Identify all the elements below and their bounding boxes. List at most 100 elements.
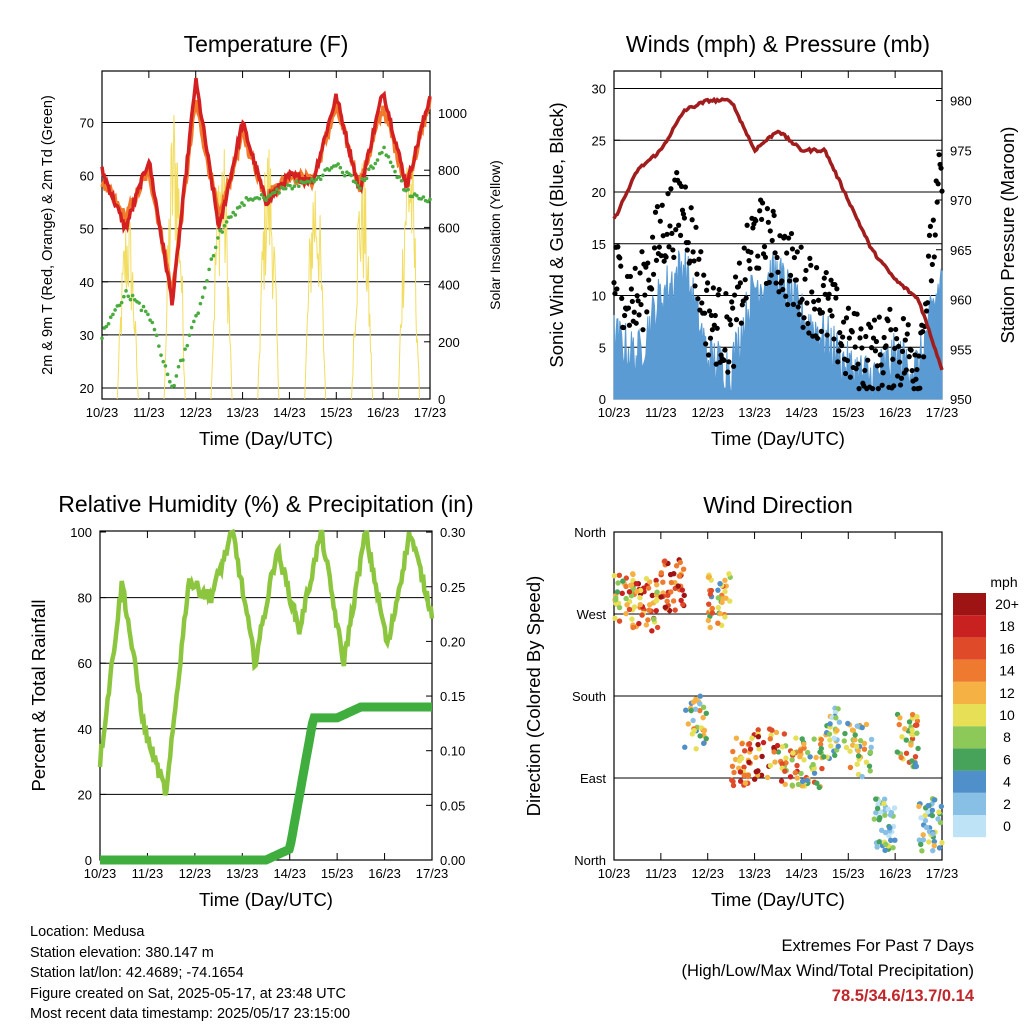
gust-point xyxy=(879,382,885,388)
gust-point xyxy=(759,216,765,223)
direction-point xyxy=(730,748,736,755)
gust-point xyxy=(788,230,795,237)
direction-point xyxy=(821,754,827,760)
direction-point xyxy=(847,764,854,771)
direction-point xyxy=(916,803,922,810)
y-tick-label-right: 0 xyxy=(438,392,445,407)
dewpoint-point xyxy=(231,210,235,215)
direction-point xyxy=(623,583,629,590)
x-tick-label: 15/23 xyxy=(320,405,353,420)
gust-point xyxy=(844,357,851,364)
direction-point xyxy=(626,606,633,613)
direction-point xyxy=(903,750,910,756)
dewpoint-point xyxy=(237,205,242,209)
dewpoint-point xyxy=(150,320,155,325)
direction-point xyxy=(692,706,699,712)
dewpoint-point xyxy=(310,177,314,181)
dewpoint-point xyxy=(181,358,185,362)
direction-point xyxy=(726,571,732,577)
gust-point xyxy=(668,186,674,192)
gust-point xyxy=(846,335,852,341)
gust-point xyxy=(820,282,826,289)
gust-point xyxy=(859,345,865,351)
direction-point xyxy=(658,570,665,576)
direction-point xyxy=(771,749,777,755)
x-tick-label: 17/23 xyxy=(414,405,447,420)
gust-point xyxy=(709,327,716,333)
direction-point xyxy=(630,624,636,631)
gust-point xyxy=(658,253,664,259)
gust-point xyxy=(892,345,898,352)
direction-point xyxy=(646,602,653,608)
gust-point xyxy=(896,359,903,365)
dewpoint-point xyxy=(111,312,115,317)
direction-point xyxy=(836,719,843,725)
x-tick-label: 17/23 xyxy=(416,866,449,881)
gust-point xyxy=(795,304,801,310)
direction-point xyxy=(611,573,618,579)
y-axis-label-left: 2m & 9m T (Red, Orange) & 2m Td (Green) xyxy=(40,95,56,375)
direction-point xyxy=(882,841,889,847)
plot-frame xyxy=(101,70,431,400)
gust-point xyxy=(713,361,719,367)
direction-point xyxy=(814,780,820,786)
gust-point xyxy=(857,335,863,341)
gust-point xyxy=(721,357,727,363)
direction-point xyxy=(922,817,929,824)
dewpoint-point xyxy=(388,160,393,165)
direction-point xyxy=(798,770,804,777)
legend-swatch xyxy=(953,815,986,838)
dewpoint-point xyxy=(220,230,225,234)
direction-point xyxy=(909,711,916,718)
gust-point xyxy=(903,367,909,373)
recent-timestamp: Most recent data timestamp: 2025/05/17 2… xyxy=(30,1006,351,1022)
gust-point xyxy=(936,152,942,158)
dewpoint-point xyxy=(122,294,126,299)
gust-point xyxy=(808,262,814,268)
gust-point xyxy=(875,386,881,392)
direction-point xyxy=(715,595,722,601)
dewpoint-point xyxy=(209,257,214,261)
direction-point xyxy=(671,570,677,577)
gust-point xyxy=(787,272,794,278)
gust-point xyxy=(932,232,938,238)
gust-point xyxy=(764,206,770,212)
direction-point xyxy=(807,754,813,760)
direction-point xyxy=(832,752,838,759)
direction-point xyxy=(882,847,888,854)
solar-insolation-line xyxy=(351,163,374,400)
direction-point xyxy=(834,727,840,734)
dewpoint-point xyxy=(371,166,375,170)
dewpoint-point xyxy=(386,155,391,159)
direction-point xyxy=(690,717,696,724)
chart-title: Temperature (F) xyxy=(184,31,349,57)
dewpoint-point xyxy=(137,301,141,305)
direction-point xyxy=(681,592,687,599)
gust-point xyxy=(650,271,657,277)
direction-point xyxy=(891,805,898,811)
direction-point xyxy=(847,748,853,754)
gust-point xyxy=(698,249,704,255)
gust-point xyxy=(615,244,621,250)
direction-point xyxy=(758,772,765,778)
dewpoint-point xyxy=(148,318,152,322)
direction-point xyxy=(707,624,713,631)
gust-point xyxy=(847,374,853,380)
dewpoint-point xyxy=(242,203,246,208)
y-tick-label-right: 600 xyxy=(438,220,460,235)
direction-point xyxy=(616,604,623,611)
direction-point xyxy=(662,604,668,610)
gust-point xyxy=(665,191,671,197)
direction-point xyxy=(908,742,914,748)
x-tick-label: 16/23 xyxy=(367,405,400,420)
gust-point xyxy=(899,348,906,354)
gust-point xyxy=(822,291,828,297)
direction-point xyxy=(722,577,728,584)
gust-point xyxy=(742,277,748,283)
gust-point xyxy=(894,336,900,342)
gust-point xyxy=(635,298,641,304)
direction-point xyxy=(705,617,712,624)
gust-point xyxy=(786,278,793,284)
direction-point xyxy=(873,796,879,802)
gust-point xyxy=(692,283,698,289)
